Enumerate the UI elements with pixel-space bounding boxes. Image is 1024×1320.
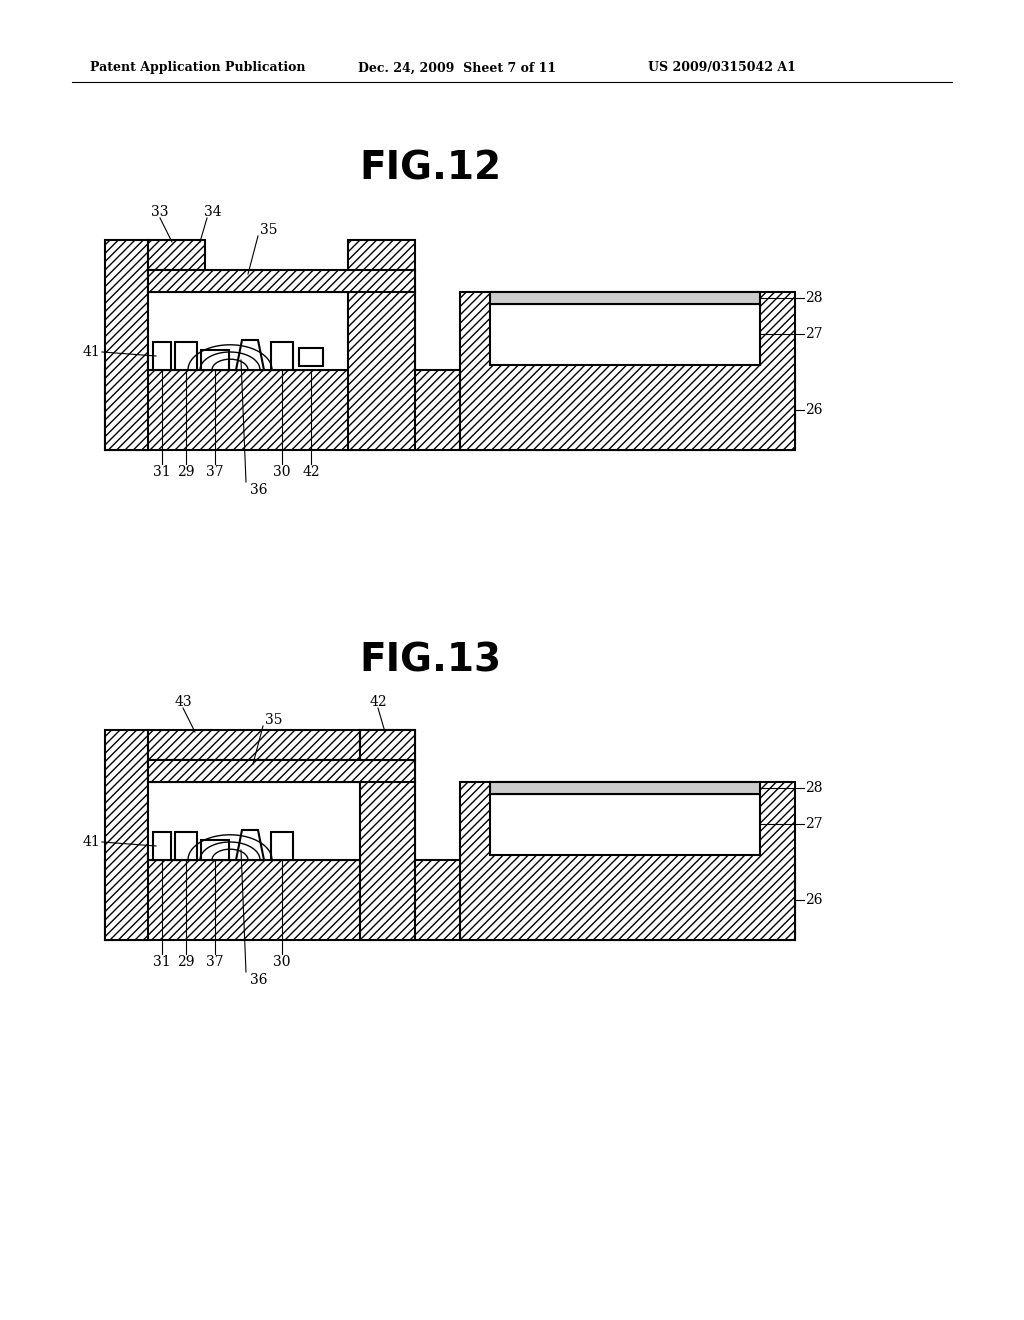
Text: 29: 29 <box>177 954 195 969</box>
Text: 29: 29 <box>177 465 195 479</box>
Bar <box>271 832 293 861</box>
Bar <box>460 781 795 940</box>
Text: Dec. 24, 2009  Sheet 7 of 11: Dec. 24, 2009 Sheet 7 of 11 <box>358 62 556 74</box>
Bar <box>153 832 171 861</box>
Bar <box>105 240 148 450</box>
Polygon shape <box>236 830 264 861</box>
Text: 33: 33 <box>152 205 169 219</box>
Bar <box>148 240 205 271</box>
Bar <box>490 304 760 366</box>
Text: 37: 37 <box>206 465 224 479</box>
Bar <box>105 370 795 450</box>
Text: 27: 27 <box>805 327 822 341</box>
Text: 42: 42 <box>302 465 319 479</box>
Bar <box>175 832 197 861</box>
Text: US 2009/0315042 A1: US 2009/0315042 A1 <box>648 62 796 74</box>
Bar <box>201 840 229 861</box>
Text: 30: 30 <box>273 954 291 969</box>
Text: Patent Application Publication: Patent Application Publication <box>90 62 305 74</box>
Bar <box>153 342 171 370</box>
Bar <box>271 342 293 370</box>
Bar <box>360 730 415 940</box>
Text: 41: 41 <box>82 345 100 359</box>
Text: 26: 26 <box>805 894 822 907</box>
Bar <box>175 342 197 370</box>
Bar <box>148 730 360 760</box>
Text: 35: 35 <box>265 713 283 727</box>
Text: 31: 31 <box>154 954 171 969</box>
Bar <box>360 730 415 760</box>
Text: 26: 26 <box>805 403 822 417</box>
Text: 42: 42 <box>370 696 387 709</box>
Text: 34: 34 <box>204 205 222 219</box>
Bar <box>105 861 795 940</box>
Bar <box>105 730 148 940</box>
Bar <box>299 348 323 366</box>
Text: 27: 27 <box>805 817 822 832</box>
Bar <box>490 795 760 855</box>
Text: 30: 30 <box>273 465 291 479</box>
Polygon shape <box>236 341 264 370</box>
Text: 36: 36 <box>250 483 267 498</box>
Text: 31: 31 <box>154 465 171 479</box>
Bar <box>490 292 760 304</box>
Text: 37: 37 <box>206 954 224 969</box>
Bar <box>460 292 795 450</box>
Text: 28: 28 <box>805 290 822 305</box>
Text: 35: 35 <box>260 223 278 238</box>
Bar <box>348 240 415 450</box>
Bar <box>490 781 760 795</box>
Text: 41: 41 <box>82 836 100 849</box>
Text: FIG.13: FIG.13 <box>359 642 501 678</box>
Text: 36: 36 <box>250 973 267 987</box>
Bar <box>148 292 415 370</box>
Bar <box>148 781 415 861</box>
Text: FIG.12: FIG.12 <box>359 149 501 187</box>
Bar <box>148 760 415 781</box>
Bar <box>201 350 229 370</box>
Text: 28: 28 <box>805 781 822 795</box>
Text: 43: 43 <box>174 696 191 709</box>
Bar <box>148 271 415 292</box>
